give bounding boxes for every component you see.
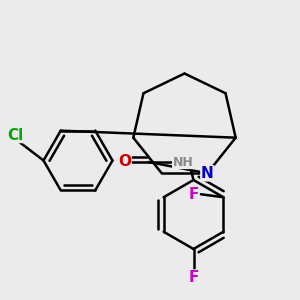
Text: F: F (188, 187, 199, 202)
Text: N: N (201, 166, 214, 181)
Text: F: F (188, 270, 199, 285)
Text: Cl: Cl (7, 128, 23, 142)
Text: NH: NH (172, 155, 194, 169)
Text: O: O (118, 154, 131, 169)
